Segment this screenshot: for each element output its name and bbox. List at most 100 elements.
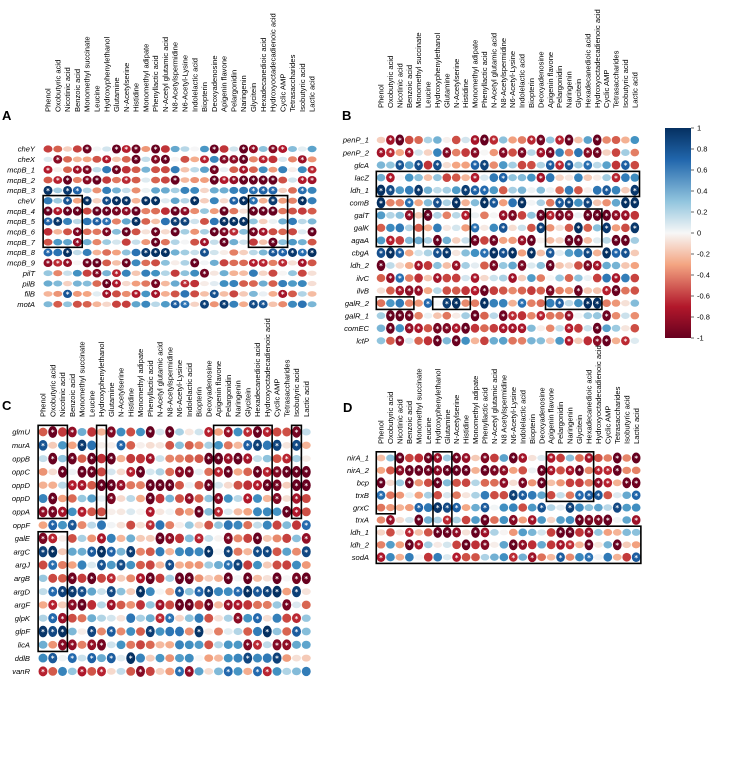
row-label: galT	[354, 211, 370, 220]
column-label: Pelargonidin	[556, 402, 565, 444]
significance-star: *	[183, 218, 187, 226]
colorbar-tick-label: -1	[697, 334, 704, 343]
significance-star: *	[252, 146, 256, 154]
correlation-cell	[102, 227, 112, 237]
significance-star: *	[530, 137, 534, 145]
significance-star: *	[271, 177, 275, 185]
significance-star: *	[445, 529, 449, 537]
column-label: Hydroxyoctadecadienoic acid	[593, 9, 602, 108]
correlation-cell	[180, 217, 190, 226]
correlation-cell	[630, 160, 640, 170]
correlation-cell	[386, 247, 395, 259]
correlation-cell	[175, 454, 184, 463]
correlation-cell	[106, 452, 116, 465]
correlation-cell	[97, 520, 106, 530]
correlation-cell	[461, 148, 470, 157]
row-label: mcpB_1	[7, 165, 35, 174]
correlation-cell	[307, 227, 317, 237]
correlation-cell	[307, 247, 317, 258]
correlation-cell	[223, 628, 233, 635]
correlation-cell	[414, 249, 423, 257]
column-label: Pelargonidin	[229, 70, 238, 112]
correlation-cell	[574, 198, 583, 207]
correlation-cell	[498, 222, 508, 233]
significance-star: *	[178, 668, 182, 676]
significance-star: *	[559, 529, 563, 537]
significance-star: *	[436, 162, 440, 170]
correlation-cell	[92, 175, 102, 185]
correlation-cell	[97, 533, 106, 544]
correlation-cell	[603, 552, 613, 562]
significance-star: *	[95, 177, 99, 185]
significance-star: *	[41, 628, 45, 636]
correlation-cell	[268, 237, 278, 247]
correlation-cell	[170, 239, 180, 245]
row-label: motA	[17, 300, 35, 309]
correlation-cell	[442, 147, 452, 158]
correlation-cell	[575, 527, 584, 537]
correlation-cell	[155, 588, 165, 595]
correlation-cell	[278, 270, 288, 276]
correlation-cell	[556, 539, 565, 550]
correlation-cell	[517, 336, 527, 345]
column-label: Isobutyric acid	[622, 395, 631, 444]
significance-star: *	[389, 250, 393, 258]
correlation-cell	[583, 174, 593, 181]
row-label: penP_2	[342, 148, 370, 157]
significance-star: *	[426, 467, 430, 475]
significance-star: *	[417, 187, 421, 195]
correlation-cell	[555, 324, 564, 332]
correlation-cell	[223, 599, 233, 611]
correlation-cell	[301, 479, 311, 492]
significance-star: *	[256, 615, 260, 623]
correlation-cell	[386, 286, 395, 295]
correlation-cell	[545, 160, 555, 171]
correlation-cell	[461, 249, 470, 257]
significance-star: *	[265, 469, 269, 477]
correlation-cell	[498, 172, 508, 183]
correlation-cell	[527, 299, 536, 307]
significance-star: *	[207, 588, 211, 596]
correlation-cell	[470, 234, 480, 246]
heatmap-panel-b: Phenol Oxobutyric acid Nicotinic acid Benzo…	[342, 9, 641, 347]
correlation-cell	[631, 528, 641, 536]
correlation-cell	[414, 160, 423, 171]
correlation-cell	[204, 613, 214, 623]
correlation-cell	[253, 653, 262, 663]
correlation-cell	[131, 301, 141, 308]
correlation-cell	[602, 310, 611, 322]
correlation-cell	[480, 527, 490, 538]
correlation-cell	[126, 520, 136, 530]
correlation-cell	[546, 491, 556, 500]
significance-star: *	[389, 312, 393, 320]
correlation-cell	[545, 187, 555, 194]
significance-star: *	[100, 641, 104, 649]
row-label: argF	[14, 601, 30, 610]
correlation-cell	[508, 299, 517, 307]
highlight-box	[42, 194, 84, 249]
significance-star: *	[178, 588, 182, 596]
correlation-cell	[395, 479, 405, 487]
correlation-cell	[414, 502, 424, 513]
correlation-cell	[175, 466, 184, 478]
correlation-cell	[536, 274, 546, 282]
correlation-cell	[102, 289, 112, 298]
correlation-cell	[43, 176, 53, 184]
correlation-cell	[527, 528, 537, 537]
significance-star: *	[173, 177, 177, 185]
correlation-cell	[106, 508, 116, 516]
significance-star: *	[154, 197, 158, 205]
significance-star: *	[51, 548, 55, 556]
correlation-cell	[288, 228, 297, 236]
significance-star: *	[539, 312, 543, 320]
column-label: Isobutyric acid	[292, 368, 301, 417]
correlation-cell	[145, 520, 155, 530]
correlation-cell	[592, 249, 602, 257]
correlation-cell	[53, 300, 63, 308]
correlation-cell	[199, 218, 209, 225]
correlation-cell	[63, 289, 73, 299]
significance-star: *	[158, 615, 162, 623]
correlation-cell	[395, 310, 405, 322]
column-label: Leucine	[87, 390, 96, 417]
correlation-cell	[262, 625, 272, 638]
